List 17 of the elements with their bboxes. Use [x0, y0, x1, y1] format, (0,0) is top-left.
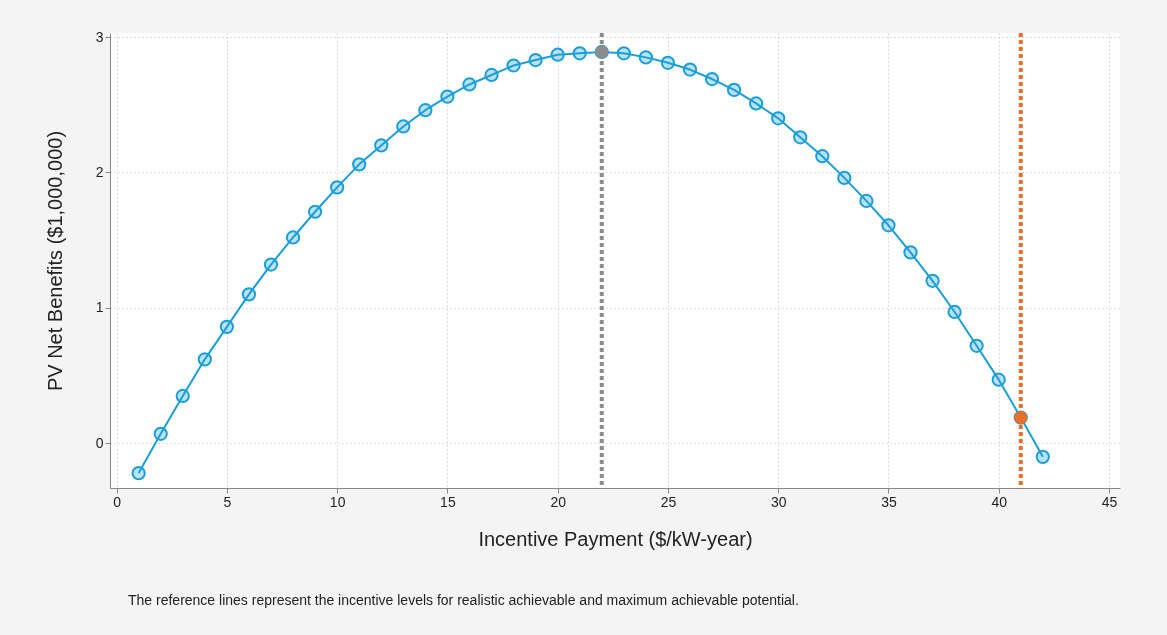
y-tick-label: 1	[95, 299, 104, 316]
x-tick-label: 20	[550, 493, 567, 510]
x-tick-label: 5	[223, 493, 232, 510]
y-axis-title: PV Net Benefits ($1,000,000)	[43, 130, 66, 392]
x-axis-title: Incentive Payment ($/kW-year)	[478, 527, 753, 550]
x-tick-label: 10	[329, 493, 346, 510]
x-tick-label: 0	[113, 493, 122, 510]
x-tick-label: 25	[660, 493, 677, 510]
x-tick-label: 15	[440, 493, 456, 510]
x-tick-label: 45	[1101, 493, 1118, 510]
y-tick-label: 3	[95, 28, 104, 45]
y-tick-label: 0	[95, 434, 104, 451]
x-tick-label: 30	[770, 493, 787, 510]
y-tick-label: 2	[95, 163, 104, 180]
x-tick-label: 40	[991, 493, 1008, 510]
x-tick-label: 35	[881, 493, 897, 510]
text: The reference lines represent the incentive levels for realistic achievable and maximum achievable potential.	[128, 592, 799, 608]
